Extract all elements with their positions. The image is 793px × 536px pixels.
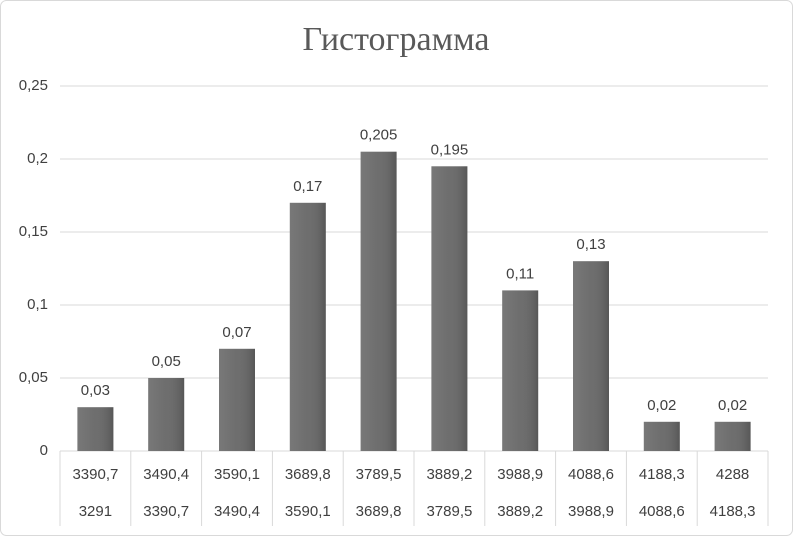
y-tick-label: 0,15 [19, 223, 48, 240]
data-label: 0,05 [152, 353, 181, 370]
x-tick-label: 3988,9 [568, 503, 614, 520]
x-tick-label: 3490,4 [143, 466, 189, 483]
data-label: 0,02 [647, 397, 676, 414]
x-tick-label: 3789,5 [356, 466, 402, 483]
x-tick-label: 4088,6 [639, 503, 685, 520]
chart-title: Гистограмма [303, 21, 490, 58]
x-tick-label: 3689,8 [285, 466, 331, 483]
x-tick-label: 3390,7 [143, 503, 189, 520]
x-tick-label: 4188,3 [639, 466, 685, 483]
y-tick-label: 0,05 [19, 369, 48, 386]
x-tick-label: 3889,2 [497, 503, 543, 520]
data-label: 0,13 [576, 236, 605, 253]
bar-shade [502, 290, 539, 451]
x-tick-label: 4188,3 [710, 503, 756, 520]
bar-shade [77, 407, 114, 451]
x-tick-label: 3590,1 [214, 466, 260, 483]
data-label: 0,07 [222, 324, 251, 341]
y-tick-label: 0,1 [27, 296, 48, 313]
x-tick-label: 4288 [716, 466, 749, 483]
data-label: 0,11 [506, 265, 534, 282]
bar-shade [219, 348, 255, 451]
data-label: 0,205 [360, 127, 398, 144]
y-tick-label: 0,25 [19, 77, 48, 94]
data-label: 0,17 [293, 178, 322, 195]
data-label: 0,03 [81, 382, 110, 399]
bar-shade [714, 421, 751, 451]
bar-shade [289, 202, 326, 451]
x-tick-label: 3889,2 [426, 466, 472, 483]
x-tick-label: 3689,8 [356, 503, 402, 520]
data-label: 0,02 [718, 397, 747, 414]
x-tick-label: 3291 [79, 503, 112, 520]
x-tick-label: 3590,1 [285, 503, 331, 520]
bar-shade [431, 166, 468, 452]
x-tick-label: 3789,5 [426, 503, 472, 520]
bar-shade [573, 261, 609, 451]
y-tick-label: 0,2 [27, 150, 48, 167]
y-tick-label: 0 [40, 442, 48, 459]
bar-shade [643, 421, 680, 451]
bar-shade [148, 378, 185, 451]
bar-shade [360, 151, 397, 451]
x-tick-label: 4088,6 [568, 466, 614, 483]
x-tick-label: 3490,4 [214, 503, 260, 520]
data-label: 0,195 [431, 141, 469, 158]
x-tick-label: 3988,9 [497, 466, 543, 483]
x-tick-label: 3390,7 [72, 466, 118, 483]
